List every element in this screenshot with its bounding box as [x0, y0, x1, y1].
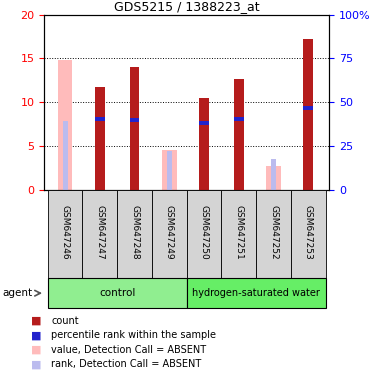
Text: count: count [51, 316, 79, 326]
Text: agent: agent [2, 288, 32, 298]
Text: GSM647246: GSM647246 [60, 205, 70, 260]
Bar [63, 121, 67, 190]
Text: GSM647251: GSM647251 [234, 205, 243, 260]
Text: rank, Detection Call = ABSENT: rank, Detection Call = ABSENT [51, 359, 201, 369]
Bar [187, 278, 326, 308]
Bar [256, 190, 291, 278]
Text: control: control [99, 288, 136, 298]
Text: value, Detection Call = ABSENT: value, Detection Call = ABSENT [51, 345, 206, 355]
Text: GSM647247: GSM647247 [95, 205, 104, 260]
Text: hydrogen-saturated water: hydrogen-saturated water [192, 288, 320, 298]
Text: ■: ■ [31, 345, 42, 355]
Text: ■: ■ [31, 359, 42, 369]
Bar [152, 190, 187, 278]
Text: GSM647250: GSM647250 [199, 205, 209, 260]
Bar [234, 117, 244, 121]
Bar [266, 166, 281, 190]
Bar [130, 67, 139, 190]
Text: GSM647249: GSM647249 [165, 205, 174, 260]
Bar [271, 159, 276, 190]
Bar [117, 190, 152, 278]
Bar [58, 60, 72, 190]
Title: GDS5215 / 1388223_at: GDS5215 / 1388223_at [114, 0, 259, 13]
Bar [221, 190, 256, 278]
Bar [167, 151, 172, 190]
Bar [303, 106, 313, 109]
Bar [95, 86, 105, 190]
Bar [187, 190, 221, 278]
Text: ■: ■ [31, 330, 42, 340]
Bar [95, 117, 105, 121]
Text: percentile rank within the sample: percentile rank within the sample [51, 330, 216, 340]
Bar [291, 190, 326, 278]
Text: ■: ■ [31, 316, 42, 326]
Text: GSM647248: GSM647248 [130, 205, 139, 260]
Bar [199, 121, 209, 125]
Bar [199, 98, 209, 190]
Bar [303, 39, 313, 190]
Bar [48, 190, 82, 278]
Text: GSM647252: GSM647252 [269, 205, 278, 260]
Bar [48, 278, 187, 308]
Text: GSM647253: GSM647253 [304, 205, 313, 260]
Bar [130, 118, 139, 122]
Bar [234, 79, 244, 190]
Bar [82, 190, 117, 278]
Bar [162, 150, 177, 190]
